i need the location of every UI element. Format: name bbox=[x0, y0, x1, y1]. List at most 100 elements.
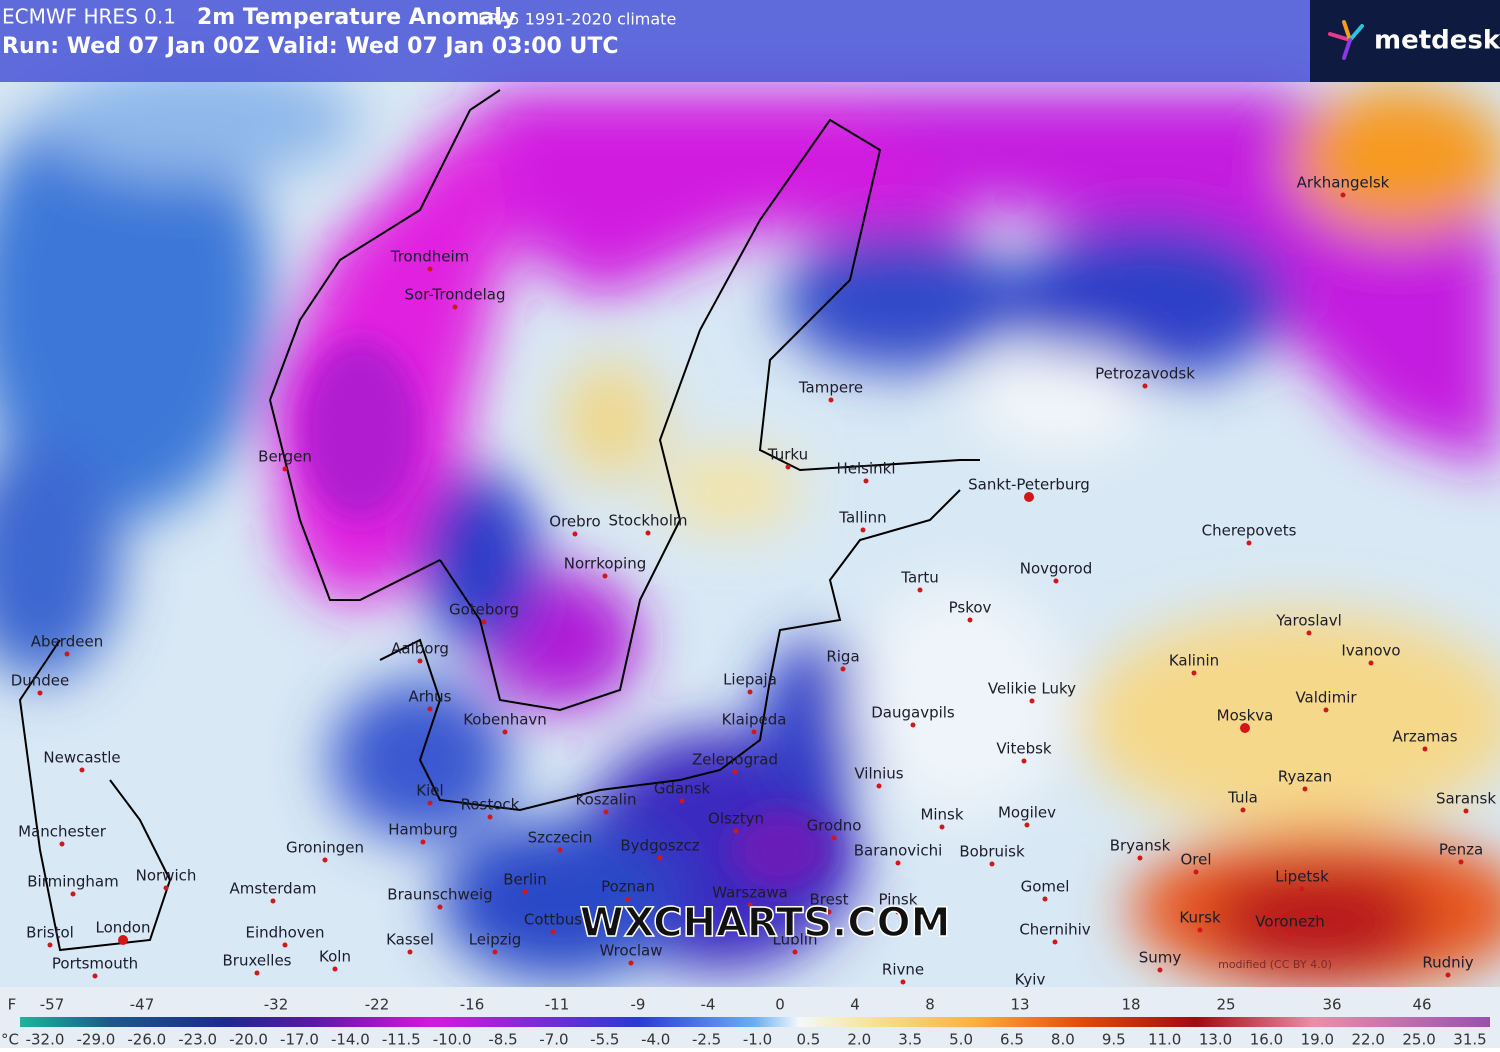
city-dot bbox=[1368, 660, 1374, 666]
city-dot bbox=[1240, 807, 1246, 813]
logo: metdesk bbox=[1374, 26, 1500, 56]
c-label: -8.5 bbox=[488, 1031, 517, 1049]
city-dot bbox=[939, 824, 945, 830]
city-label: Liepaja bbox=[723, 671, 777, 689]
city-dot bbox=[751, 729, 757, 735]
city-dot bbox=[481, 619, 487, 625]
f-label: 46 bbox=[1412, 996, 1431, 1014]
city-dot bbox=[92, 973, 98, 979]
f-label: -47 bbox=[130, 996, 155, 1014]
city-label: Cherepovets bbox=[1202, 522, 1297, 540]
f-label: -9 bbox=[631, 996, 646, 1014]
city-label: Sor-Trondelag bbox=[404, 286, 505, 304]
city-label: Bydgoszcz bbox=[620, 837, 699, 855]
city-dot bbox=[254, 970, 260, 976]
city-label: Lublin bbox=[773, 931, 818, 949]
c-label: -10.0 bbox=[433, 1031, 472, 1049]
city-dot bbox=[47, 942, 53, 948]
c-label: 2.0 bbox=[847, 1031, 871, 1049]
city-dot bbox=[1323, 707, 1329, 713]
c-label: 6.5 bbox=[1000, 1031, 1024, 1049]
city-label: Norrkoping bbox=[564, 555, 647, 573]
city-label: Tallinn bbox=[838, 509, 886, 527]
city-dot bbox=[420, 839, 426, 845]
city-dot bbox=[1157, 967, 1163, 973]
c-label: 9.5 bbox=[1102, 1031, 1126, 1049]
city-dot bbox=[628, 960, 634, 966]
f-label: -16 bbox=[460, 996, 485, 1014]
f-unit: F bbox=[8, 996, 17, 1014]
city-label: Saransk bbox=[1436, 790, 1496, 808]
city-label: Manchester bbox=[18, 823, 107, 841]
city-dot bbox=[1191, 670, 1197, 676]
city-dot bbox=[900, 979, 906, 985]
city-label: Rudniy bbox=[1422, 954, 1473, 972]
city-label: Klaipeda bbox=[722, 711, 787, 729]
city-dot bbox=[747, 902, 753, 908]
city-label: Chernihiv bbox=[1019, 921, 1090, 939]
city-label: London bbox=[96, 919, 151, 937]
c-label: -4.0 bbox=[641, 1031, 670, 1049]
cities: Arkhangelsk Petrozavodsk Tampere Turku Helsi… bbox=[11, 174, 1496, 995]
city-dot bbox=[1458, 859, 1464, 865]
city-label: Portsmouth bbox=[52, 955, 138, 973]
city-dot bbox=[840, 666, 846, 672]
c-label: -7.0 bbox=[539, 1031, 568, 1049]
c-label: 22.0 bbox=[1352, 1031, 1385, 1049]
city-label: Rivne bbox=[882, 961, 924, 979]
city-label: Vitebsk bbox=[996, 740, 1052, 758]
city-label: Sankt-Peterburg bbox=[968, 476, 1090, 494]
city-label: Ivanovo bbox=[1341, 642, 1400, 660]
city-label: Bristol bbox=[26, 924, 74, 942]
city-label: Koln bbox=[319, 948, 351, 966]
city-dot bbox=[1240, 723, 1250, 733]
city-dot bbox=[1422, 746, 1428, 752]
city-dot bbox=[1142, 383, 1148, 389]
city-label: Eindhoven bbox=[246, 924, 325, 942]
city-dot bbox=[64, 651, 70, 657]
city-dot bbox=[1024, 492, 1034, 502]
city-dot bbox=[1299, 886, 1305, 892]
f-label: 18 bbox=[1121, 996, 1140, 1014]
c-label: 5.0 bbox=[949, 1031, 973, 1049]
city-label: Tampere bbox=[798, 379, 863, 397]
c-unit: °C bbox=[1, 1031, 19, 1049]
city-dot bbox=[572, 531, 578, 537]
city-dot bbox=[37, 690, 43, 696]
c-label: 19.0 bbox=[1301, 1031, 1334, 1049]
city-dot bbox=[417, 658, 423, 664]
city-dot bbox=[163, 885, 169, 891]
city-dot bbox=[657, 855, 663, 861]
city-dot bbox=[550, 929, 556, 935]
city-label: Pskov bbox=[949, 599, 992, 617]
city-label: Orel bbox=[1180, 851, 1211, 869]
city-label: Rostock bbox=[461, 796, 520, 814]
c-label: -1.0 bbox=[743, 1031, 772, 1049]
title: 2m Temperature Anomaly bbox=[197, 5, 516, 30]
c-label: -11.5 bbox=[382, 1031, 421, 1049]
city-label: Novgorod bbox=[1020, 560, 1093, 578]
city-label: Norwich bbox=[136, 867, 197, 885]
f-label: 25 bbox=[1216, 996, 1235, 1014]
city-label: Valdimir bbox=[1295, 689, 1357, 707]
city-dot bbox=[1445, 972, 1451, 978]
city-label: Aalborg bbox=[391, 640, 449, 658]
coastlines bbox=[18, 89, 980, 952]
city-label: Mogilev bbox=[998, 804, 1056, 822]
c-label: -29.0 bbox=[76, 1031, 115, 1049]
f-label: 8 bbox=[925, 996, 935, 1014]
city-label: Baranovichi bbox=[854, 842, 943, 860]
city-dot bbox=[1193, 869, 1199, 875]
city-dot bbox=[487, 814, 493, 820]
city-label: Arkhangelsk bbox=[1297, 174, 1390, 192]
city-dot bbox=[828, 397, 834, 403]
city-label: Tartu bbox=[900, 569, 938, 587]
f-label: 36 bbox=[1322, 996, 1341, 1014]
city-dot bbox=[270, 898, 276, 904]
header-band bbox=[0, 0, 1310, 82]
f-label: -4 bbox=[701, 996, 716, 1014]
city-dot bbox=[1042, 896, 1048, 902]
city-label: Turku bbox=[767, 446, 808, 464]
city-dot bbox=[118, 935, 128, 945]
